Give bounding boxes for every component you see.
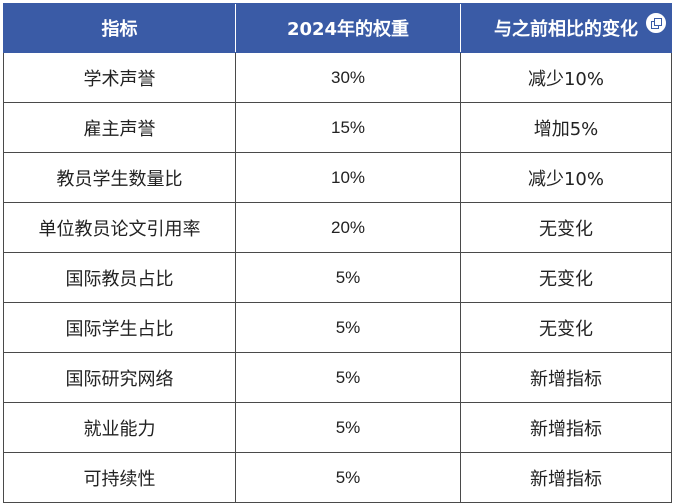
- header-weight-2024: 2024年的权重: [235, 3, 461, 53]
- table-row: 雇主声誉 15% 增加5%: [3, 102, 672, 153]
- indicator-cell: 可持续性: [3, 452, 236, 503]
- weight-cell: 5%: [235, 402, 461, 453]
- weights-table: 指标 2024年的权重 与之前相比的变化 学术声誉 30% 减少10% 雇主声誉…: [3, 3, 672, 503]
- weight-cell: 5%: [235, 252, 461, 303]
- indicator-cell: 单位教员论文引用率: [3, 202, 236, 253]
- table-row: 国际研究网络 5% 新增指标: [3, 352, 672, 403]
- indicator-cell: 就业能力: [3, 402, 236, 453]
- change-cell: 新增指标: [460, 402, 672, 453]
- indicator-cell: 学术声誉: [3, 52, 236, 103]
- table-row: 单位教员论文引用率 20% 无变化: [3, 202, 672, 253]
- copy-icon[interactable]: [645, 12, 667, 34]
- change-cell: 新增指标: [460, 352, 672, 403]
- table-row: 教员学生数量比 10% 减少10%: [3, 152, 672, 203]
- weight-cell: 5%: [235, 452, 461, 503]
- table-row: 国际学生占比 5% 无变化: [3, 302, 672, 353]
- table-row: 国际教员占比 5% 无变化: [3, 252, 672, 303]
- indicator-cell: 国际教员占比: [3, 252, 236, 303]
- indicator-cell: 国际研究网络: [3, 352, 236, 403]
- indicator-cell: 国际学生占比: [3, 302, 236, 353]
- weight-cell: 5%: [235, 352, 461, 403]
- header-row: 指标 2024年的权重 与之前相比的变化: [3, 3, 672, 53]
- table-row: 学术声誉 30% 减少10%: [3, 52, 672, 103]
- change-cell: 无变化: [460, 302, 672, 353]
- change-cell: 减少10%: [460, 52, 672, 103]
- indicator-cell: 教员学生数量比: [3, 152, 236, 203]
- weight-cell: 20%: [235, 202, 461, 253]
- change-cell: 减少10%: [460, 152, 672, 203]
- weight-cell: 15%: [235, 102, 461, 153]
- table-row: 就业能力 5% 新增指标: [3, 402, 672, 453]
- change-cell: 增加5%: [460, 102, 672, 153]
- indicator-cell: 雇主声誉: [3, 102, 236, 153]
- weight-cell: 10%: [235, 152, 461, 203]
- weight-cell: 5%: [235, 302, 461, 353]
- change-cell: 无变化: [460, 202, 672, 253]
- table-row: 可持续性 5% 新增指标: [3, 452, 672, 503]
- header-change: 与之前相比的变化: [460, 3, 672, 53]
- header-indicator: 指标: [3, 3, 236, 53]
- header-change-label: 与之前相比的变化: [494, 19, 638, 40]
- change-cell: 无变化: [460, 252, 672, 303]
- change-cell: 新增指标: [460, 452, 672, 503]
- weight-cell: 30%: [235, 52, 461, 103]
